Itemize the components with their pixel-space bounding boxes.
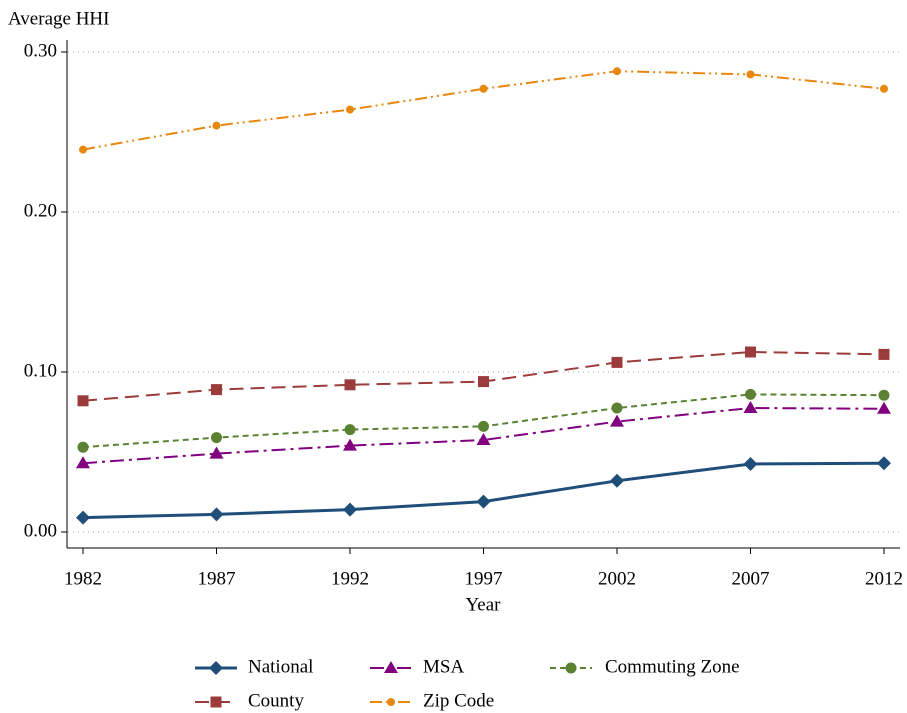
marker [343, 502, 358, 517]
x-tick-label: 2002 [598, 568, 636, 589]
marker [746, 70, 755, 79]
marker [76, 510, 91, 525]
marker [476, 494, 491, 509]
marker [609, 473, 624, 488]
series-line [82, 70, 885, 151]
y-tick-label: 0.10 [24, 360, 57, 381]
legend-label: MSA [423, 656, 464, 677]
legend-marker [209, 661, 223, 675]
marker [344, 379, 356, 391]
marker [476, 433, 491, 445]
marker [878, 389, 890, 401]
y-axis-label: Average HHI [8, 8, 109, 29]
x-tick-label: 2012 [865, 568, 903, 589]
marker [744, 388, 756, 400]
legend-marker [565, 662, 577, 674]
legend-marker [210, 696, 222, 708]
marker [76, 456, 91, 469]
marker [612, 67, 621, 76]
marker [479, 84, 488, 93]
marker [346, 105, 355, 114]
marker [478, 376, 489, 388]
x-tick-label: 1987 [198, 568, 236, 589]
series-line [82, 461, 884, 520]
marker [344, 424, 356, 436]
y-tick-label: 0.00 [24, 520, 57, 541]
x-tick-label: 1982 [64, 568, 102, 589]
marker [343, 438, 358, 451]
x-tick-label: 2007 [731, 568, 769, 589]
marker [211, 384, 223, 396]
y-tick-label: 0.30 [24, 40, 57, 61]
y-tick-label: 0.20 [24, 200, 57, 221]
legend-label: National [248, 656, 313, 677]
legend-label: Zip Code [423, 690, 494, 711]
marker [211, 432, 223, 444]
marker [611, 402, 623, 414]
marker [743, 457, 758, 471]
marker [611, 356, 623, 368]
legend-marker [384, 661, 398, 673]
legend-marker [387, 698, 395, 706]
x-tick-label: 1997 [465, 568, 503, 589]
marker [879, 84, 888, 93]
marker [478, 420, 489, 432]
legend-label: County [248, 690, 304, 711]
marker [79, 145, 88, 154]
x-axis-label: Year [465, 594, 501, 615]
marker [876, 456, 891, 471]
marker [209, 507, 224, 522]
marker [209, 446, 224, 459]
marker [878, 348, 890, 360]
marker [876, 401, 891, 414]
marker [744, 346, 756, 358]
marker [77, 395, 89, 407]
legend-label: Commuting Zone [605, 656, 740, 677]
marker [609, 414, 624, 427]
marker [77, 441, 89, 453]
x-tick-label: 1992 [331, 568, 369, 589]
marker [743, 401, 758, 413]
marker [212, 121, 221, 130]
